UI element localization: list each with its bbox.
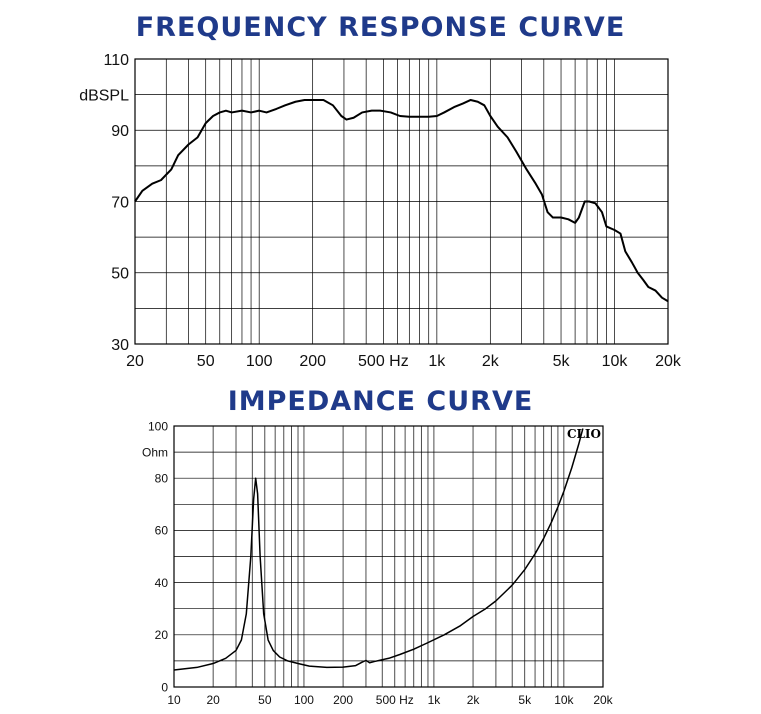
fr-x-tick-label: 100 xyxy=(246,353,273,370)
imp-x-tick-label: 20k xyxy=(593,693,613,707)
imp-x-tick-label: 20 xyxy=(206,693,220,707)
imp-y-tick-label: 0 xyxy=(161,680,168,694)
imp-x-tick-label: 1k xyxy=(428,693,442,707)
imp-y-tick-label: 80 xyxy=(155,472,169,486)
fr-x-tick-label: 2k xyxy=(482,353,500,370)
fr-y-tick-label: 50 xyxy=(111,266,129,283)
imp-x-tick-label: 500 Hz xyxy=(376,693,414,707)
fr-y-axis-label: dBSPL xyxy=(79,87,129,104)
fr-x-tick-label: 10k xyxy=(602,353,629,370)
imp-y-tick-label: 20 xyxy=(155,628,169,642)
imp-y-tick-label: 60 xyxy=(155,524,169,538)
imp-x-tick-label: 10 xyxy=(167,693,181,707)
imp-x-tick-label: 50 xyxy=(258,693,272,707)
imp-y-tick-label: 100 xyxy=(148,419,168,433)
imp-x-tick-label: 2k xyxy=(467,693,481,707)
fr-y-tick-label: 30 xyxy=(111,337,129,354)
fr-x-tick-label: 500 Hz xyxy=(358,353,409,370)
imp-y-axis-label: Ohm xyxy=(142,445,168,459)
fr-x-tick-label: 50 xyxy=(197,353,215,370)
imp-x-tick-label: 200 xyxy=(333,693,353,707)
fr-y-tick-label: 70 xyxy=(111,194,129,211)
imp-x-tick-label: 100 xyxy=(294,693,314,707)
frequency-response-title: FREQUENCY RESPONSE CURVE xyxy=(135,12,626,43)
fr-x-tick-label: 5k xyxy=(553,353,571,370)
fr-x-tick-label: 1k xyxy=(428,353,446,370)
fr-x-tick-label: 20k xyxy=(655,353,682,370)
fr-x-tick-label: 20 xyxy=(126,353,144,370)
imp-annotation: CLIO xyxy=(567,427,601,441)
imp-x-tick-label: 5k xyxy=(518,693,532,707)
impedance-chart: 10 20 50 100 200 500 Hz 1k 2k 5k 10k 20k 0 20 40 60 80 1… xyxy=(142,419,614,707)
fr-x-tick-label: 200 xyxy=(299,353,326,370)
fr-series-line-0 xyxy=(134,98,669,303)
fr-y-tick-label: 90 xyxy=(111,123,129,140)
frequency-response-chart: 20 50 100 200 500 Hz 1k 2k 5k 10k 20k 30 50 70 90 110 d… xyxy=(79,52,682,370)
imp-x-tick-label: 10k xyxy=(554,693,574,707)
imp-y-tick-label: 40 xyxy=(155,576,169,590)
fr-y-tick-label: 110 xyxy=(103,52,129,69)
imp-series-line-0 xyxy=(173,428,584,671)
impedance-title: IMPEDANCE CURVE xyxy=(227,386,534,417)
